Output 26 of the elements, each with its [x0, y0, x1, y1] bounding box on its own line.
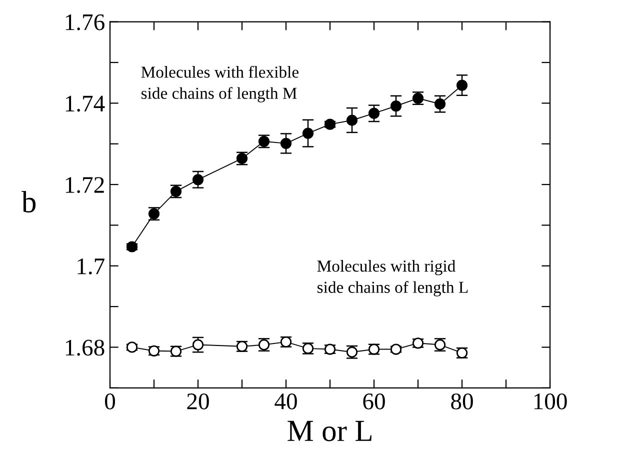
y-tick-label: 1.76 — [66, 14, 104, 30]
x-tick-label: 0 — [105, 393, 116, 410]
x-tick-label: 100 — [534, 393, 567, 410]
y-tick-label: 1.7 — [78, 258, 104, 274]
y-tick-label: 1.68 — [66, 340, 104, 356]
point — [390, 100, 402, 112]
point — [390, 344, 402, 355]
y-tick-label: 1.72 — [66, 177, 104, 194]
x-tick-label: 40 — [274, 393, 297, 410]
annotation: Molecules with flexible side chains of length M — [141, 66, 299, 102]
x-axis-title: M or L — [288, 420, 372, 442]
point — [192, 339, 204, 350]
y-tick-label: 1.74 — [66, 96, 105, 112]
point — [368, 108, 380, 119]
x-tick-label: 80 — [451, 393, 473, 410]
point — [346, 114, 358, 126]
point — [302, 128, 314, 139]
point — [192, 174, 204, 186]
y-axis-title: b — [21, 191, 36, 213]
annotation: Molecules with rigid side chains of length L — [317, 260, 468, 296]
point — [280, 138, 292, 149]
x-tick-label: 20 — [187, 393, 209, 410]
x-tick-label: 60 — [363, 393, 385, 410]
point — [434, 98, 446, 110]
point — [456, 80, 468, 91]
point — [324, 118, 336, 130]
